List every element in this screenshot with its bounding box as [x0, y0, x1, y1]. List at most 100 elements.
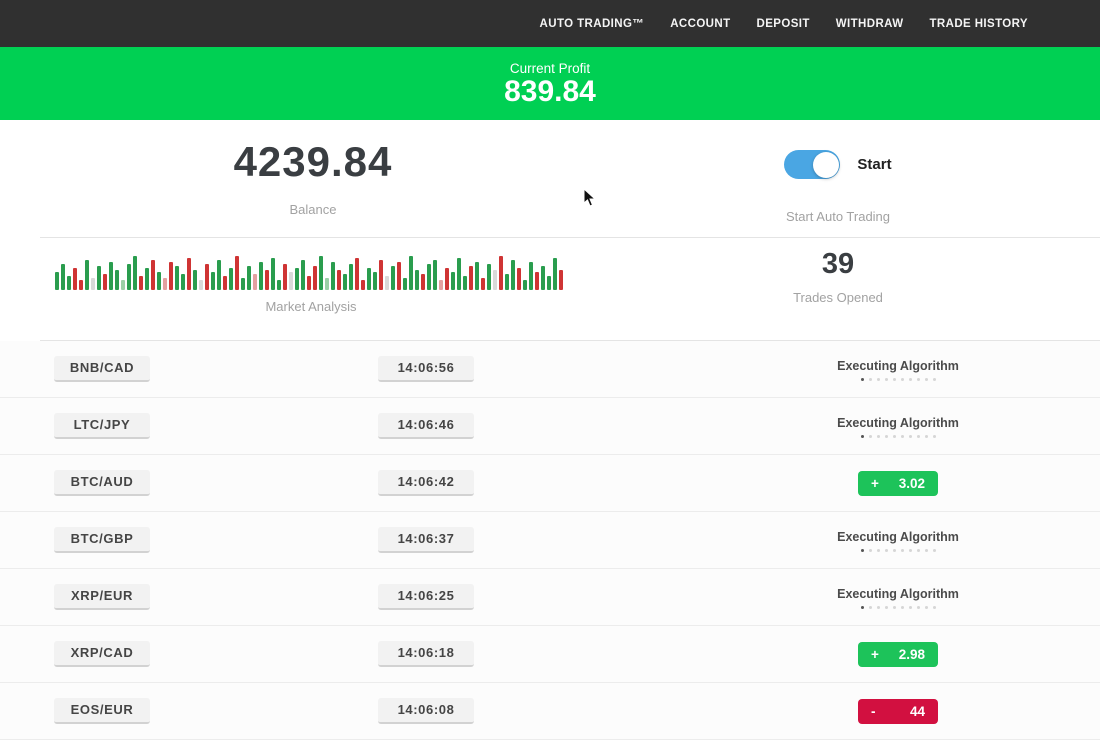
progress-dots [860, 548, 936, 552]
progress-dots [860, 605, 936, 609]
chart-bar [547, 276, 551, 290]
pair-badge: LTC/JPY [54, 413, 150, 439]
current-profit-value: 839.84 [504, 75, 596, 108]
trade-time-badge: 14:06:46 [378, 413, 474, 439]
chart-bar [259, 262, 263, 290]
chart-bar [331, 262, 335, 290]
nav-item-account[interactable]: ACCOUNT [670, 17, 731, 30]
chart-bar [553, 258, 557, 290]
current-profit-label: Current Profit [509, 61, 591, 76]
result-value: 44 [909, 704, 925, 719]
profit-badge: +2.98 [858, 642, 938, 667]
executing-algorithm-label: Executing Algorithm [837, 415, 959, 430]
result-value: 2.98 [898, 647, 925, 662]
chart-bar [97, 266, 101, 290]
chart-bar [493, 270, 497, 290]
chart-bar [421, 274, 425, 290]
trade-row: BTC/AUD 14:06:42 +3.02 [0, 455, 1100, 512]
progress-dots [860, 434, 936, 438]
chart-bar [403, 278, 407, 290]
nav-item-deposit[interactable]: DEPOSIT [756, 17, 810, 30]
chart-bar [343, 274, 347, 290]
auto-trading-toggle[interactable] [784, 150, 841, 179]
chart-bar [235, 256, 239, 290]
trade-row: LTC/JPY 14:06:46 Executing Algorithm [0, 398, 1100, 455]
balance-label: Balance [289, 202, 337, 217]
chart-bar [481, 278, 485, 290]
chart-bar [61, 264, 65, 290]
chart-bar [517, 268, 521, 290]
trade-row: BNB/CAD 14:06:56 Executing Algorithm [0, 341, 1100, 398]
chart-bar [313, 266, 317, 290]
chart-bar [55, 272, 59, 290]
trade-time-badge: 14:06:37 [378, 527, 474, 553]
nav-item-trade-history[interactable]: TRADE HISTORY [929, 17, 1028, 30]
chart-bar [379, 260, 383, 290]
chart-bar [223, 276, 227, 290]
chart-bar [277, 280, 281, 290]
trade-row: EOS/EUR 14:06:08 - 44 [0, 683, 1100, 740]
chart-bar [415, 270, 419, 290]
market-analysis-chart [55, 252, 567, 290]
chart-bar [373, 272, 377, 290]
chart-bar [193, 270, 197, 290]
trade-status: +2.98 [798, 626, 998, 683]
trades-table: BNB/CAD 14:06:56 Executing Algorithm LTC/JP… [0, 341, 1100, 740]
chart-bar [115, 270, 119, 290]
chart-bar [109, 262, 113, 290]
chart-bar [289, 272, 293, 290]
result-sign: + [871, 647, 879, 662]
chart-bar [163, 278, 167, 290]
chart-bar [91, 278, 95, 290]
chart-bar [475, 262, 479, 290]
nav-item-withdraw[interactable]: WITHDRAW [835, 17, 904, 30]
chart-bar [367, 268, 371, 290]
toggle-knob [812, 151, 839, 178]
chart-bar [211, 272, 215, 290]
chart-bar [301, 260, 305, 290]
toggle-label: Start [857, 156, 892, 173]
trade-time-badge: 14:06:08 [378, 698, 474, 724]
current-profit-banner: Current Profit 839.84 [0, 47, 1100, 120]
chart-bar [205, 264, 209, 290]
chart-bar [433, 260, 437, 290]
chart-bar [463, 276, 467, 290]
mouse-cursor [583, 188, 597, 207]
market-analysis-block: Market Analysis [55, 252, 567, 314]
chart-bar [247, 266, 251, 290]
chart-bar [103, 274, 107, 290]
trade-status: Executing Algorithm [798, 512, 998, 569]
trade-status: Executing Algorithm [798, 569, 998, 626]
result-value: 3.02 [898, 476, 925, 491]
chart-bar [355, 258, 359, 290]
result-sign: + [871, 476, 879, 491]
trade-row: XRP/CAD 14:06:18 +2.98 [0, 626, 1100, 683]
chart-bar [445, 268, 449, 290]
chart-bar [505, 274, 509, 290]
chart-bar [361, 280, 365, 290]
trade-status: - 44 [798, 683, 998, 740]
trade-time-badge: 14:06:25 [378, 584, 474, 610]
chart-bar [337, 270, 341, 290]
pair-badge: EOS/EUR [54, 698, 150, 724]
chart-bar [511, 260, 515, 290]
executing-algorithm-label: Executing Algorithm [837, 586, 959, 601]
chart-bar [487, 264, 491, 290]
pair-badge: BTC/GBP [54, 527, 150, 553]
chart-bar [529, 262, 533, 290]
balance-block: 4239.84 Balance [163, 138, 463, 217]
chart-bar [397, 262, 401, 290]
chart-bar [439, 280, 443, 290]
trade-time-badge: 14:06:42 [378, 470, 474, 496]
chart-bar [499, 256, 503, 290]
nav-item-auto-trading[interactable]: AUTO TRADING™ [539, 17, 645, 30]
trade-time-badge: 14:06:56 [378, 356, 474, 382]
chart-bar [541, 266, 545, 290]
chart-bar [325, 278, 329, 290]
chart-bar [283, 264, 287, 290]
profit-badge: +3.02 [858, 471, 938, 496]
chart-bar [175, 266, 179, 290]
loss-badge: - 44 [858, 699, 938, 724]
balance-value: 4239.84 [233, 138, 393, 185]
chart-bar [409, 256, 413, 290]
